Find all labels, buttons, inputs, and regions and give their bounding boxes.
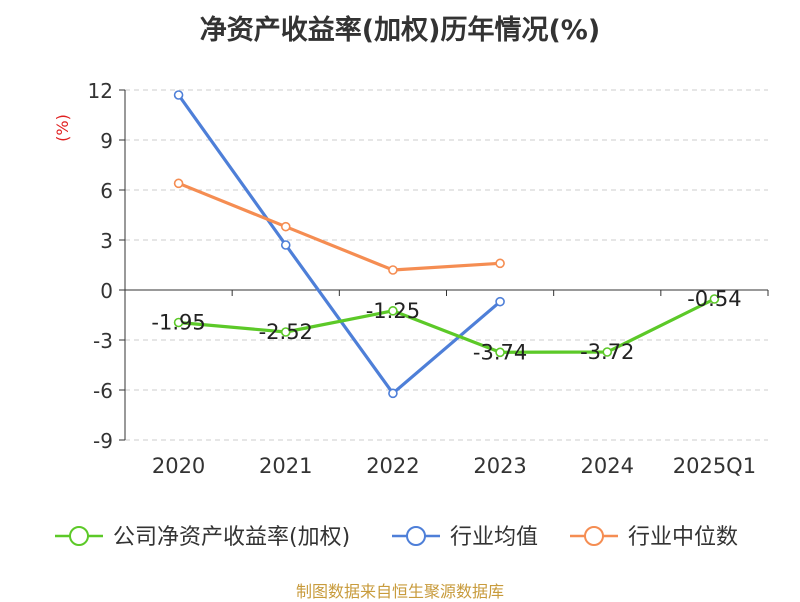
data-point [495,347,505,358]
grid-layer [125,89,768,441]
data-label: -1.95 [151,311,205,335]
y-tick-label: -3 [93,329,113,353]
legend-marker [406,526,426,546]
data-label: -3.72 [580,340,634,364]
y-axis-label: (%) [53,114,72,142]
data-point [280,327,291,337]
legend-item: 公司净资产收益率(加权) [55,525,350,550]
legend-label: 行业均值 [450,525,538,550]
x-tick-label: 2020 [152,454,205,478]
data-label: -0.54 [687,287,741,311]
series-line [177,181,501,272]
axis-layer: 12 9 6 3 0 -3 -6 -9 (%) 2020 2021 2022 2023 2024 2025Q… [53,79,769,478]
data-point [173,317,184,328]
legend-label: 公司净资产收益率(加权) [113,525,350,550]
x-tick-label: 2024 [581,454,634,478]
data-label: -2.52 [259,320,313,344]
legend-marker [69,526,89,546]
series-layer [173,90,720,399]
data-point [280,221,291,232]
legend: 公司净资产收益率(加权) 行业均值 行业中位数 [55,525,738,550]
legend-item: 行业均值 [392,525,538,550]
y-tick-label: 9 [100,129,113,153]
data-point [495,296,505,307]
y-tick-label: 6 [100,179,113,203]
y-tick-label: 12 [88,79,113,103]
data-point [388,306,398,316]
data-label-layer: -1.95 -2.52 -1.25 -3.74 -3.72 -0.54 [151,287,741,364]
data-label: -3.74 [473,340,527,364]
y-tick-label: 0 [100,279,113,303]
data-point [602,347,613,357]
data-point [709,294,720,304]
data-point [388,265,398,275]
data-point [173,178,184,189]
chart-title: 净资产收益率(加权)历年情况(%) [199,15,601,46]
data-point [388,388,398,399]
y-tick-label: -9 [93,429,113,453]
x-tick-label: 2021 [259,454,312,478]
x-tick-label: 2023 [473,454,526,478]
source-note: 制图数据来自恒生聚源数据库 [295,582,504,601]
data-point [280,240,291,250]
data-point [173,90,184,100]
x-tick-label: 2025Q1 [673,454,756,478]
series-line [178,297,716,354]
legend-item: 行业中位数 [570,525,738,550]
series-line [177,94,502,395]
data-label: -1.25 [366,299,420,323]
legend-label: 行业中位数 [628,525,738,550]
x-tick-label: 2022 [366,454,419,478]
y-tick-label: -6 [93,379,113,403]
legend-marker [584,526,604,546]
data-point [495,258,505,269]
y-tick-label: 3 [100,229,113,253]
